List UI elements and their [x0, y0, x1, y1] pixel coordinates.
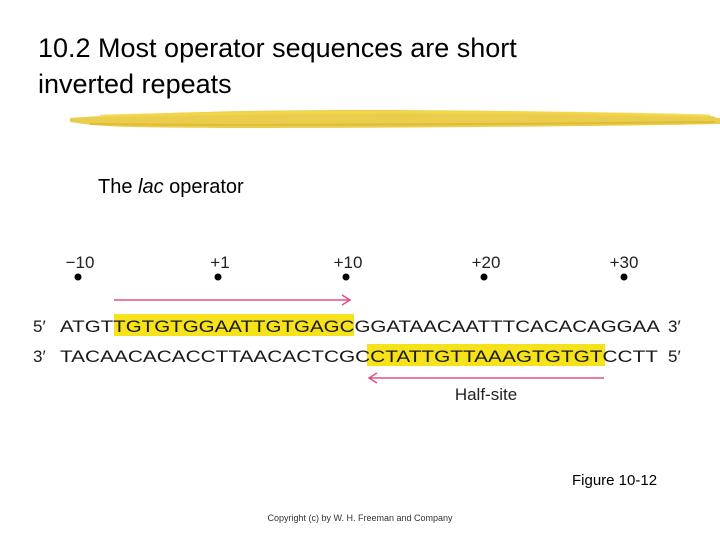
position-dot-plus10: [342, 273, 350, 281]
slide-title: 10.2 Most operator sequences are short i…: [38, 30, 678, 102]
position-dot-plus20: [480, 273, 488, 281]
position-dot-plus1: [214, 273, 222, 281]
title-underline-stroke: [70, 110, 720, 128]
figure-label: Figure 10-12: [572, 472, 658, 489]
top-strand-post: GGATAACAATTTCACACAGGAA: [354, 317, 660, 336]
top-strand-pre: ATGT: [60, 317, 113, 336]
position-label-plus30: +30: [610, 253, 639, 272]
bottom-strand-3prime: 3′: [33, 347, 46, 366]
bottom-strand-5prime: 5′: [668, 347, 681, 366]
top-strand-highlight: [114, 314, 354, 336]
position-label-minus10: −10: [66, 253, 95, 272]
top-strand-3prime: 3′: [668, 317, 681, 336]
title-line-2: inverted repeats: [38, 69, 232, 99]
bottom-strand-sequence: TACAACACACCTTAACACTCGC CTATTGTTAAAGTGTGT C…: [60, 347, 658, 366]
bottom-strand-highlight: [367, 344, 605, 366]
title-line-1: 10.2 Most operator sequences are short: [38, 33, 517, 63]
bottom-strand-highlight-seq: CTATTGTTAAAGTGTGT: [370, 347, 602, 366]
half-site-arrow-bottom: [367, 372, 604, 384]
diagram-subtitle: The lac operator: [98, 176, 244, 199]
lac-operator-diagram: −10 +1 +10 +20 +30 5′ ATGT TGTGTGGAATTGTG…: [33, 253, 681, 404]
half-site-arrow-top: [114, 294, 352, 306]
position-label-plus10: +10: [334, 253, 363, 272]
position-dot-minus10: [74, 273, 82, 281]
subtitle-italic: lac: [138, 176, 164, 198]
top-strand-highlight-seq: TGTGTGGAATTGTGAGC: [113, 317, 354, 336]
half-site-label: Half-site: [455, 385, 517, 404]
copyright-notice: Copyright (c) by W. H. Freeman and Compa…: [267, 513, 453, 523]
subtitle-prefix: The: [98, 176, 139, 198]
bottom-strand-post: CCTT: [603, 347, 658, 366]
position-label-plus20: +20: [472, 253, 501, 272]
top-strand-5prime: 5′: [33, 317, 46, 336]
bottom-strand-pre: TACAACACACCTTAACACTCGC: [60, 347, 370, 366]
subtitle-suffix: operator: [163, 176, 244, 198]
position-label-plus1: +1: [210, 253, 229, 272]
position-dot-plus30: [620, 273, 628, 281]
top-strand-sequence: ATGT TGTGTGGAATTGTGAGC GGATAACAATTTCACACAG…: [60, 317, 661, 336]
